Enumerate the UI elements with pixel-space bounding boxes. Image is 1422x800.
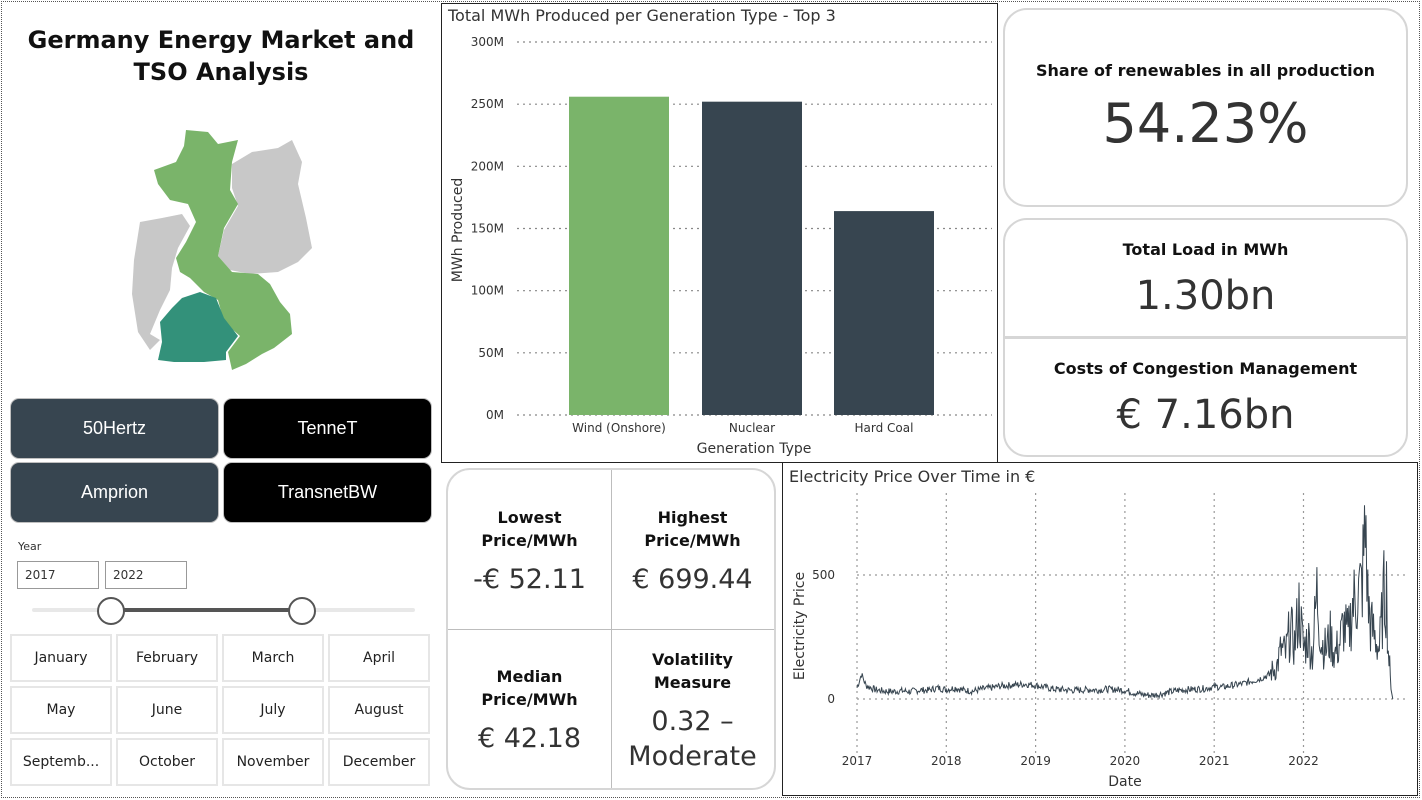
year-start-input[interactable]: 2017 [17,561,99,589]
tso-button-50hertz[interactable]: 50Hertz [10,398,219,459]
bar-y-tick-label: 300M [471,35,504,49]
bar-chart-title: Total MWh Produced per Generation Type -… [448,6,836,25]
price-stats-card: Lowest Price/MWh -€ 52.11 Highest Price/… [446,468,776,790]
line-y-tick-label: 500 [812,568,835,582]
lowest-price-value: -€ 52.11 [473,564,586,595]
total-load-kpi-card: Total Load in MWh 1.30bn [1003,218,1408,338]
tso-button-transnetbw[interactable]: TransnetBW [223,462,432,523]
renewables-kpi-value: 54.23% [1102,92,1309,155]
month-button-6[interactable]: June [116,686,218,734]
bar-chart-plot: 0M 50M 100M 150M 200M 250M 300M Wind (Onshore) N… [450,35,992,457]
line-chart-title: Electricity Price Over Time in € [789,467,1036,486]
volatility-value: 0.32 – Moderate [628,706,757,772]
month-button-4[interactable]: April [328,634,430,682]
line-x-tick-label: 2019 [1020,754,1051,768]
month-button-1[interactable]: January [10,634,112,682]
bar-1 [569,96,669,415]
bar-x-tick-label: Nuclear [729,421,775,435]
year-end-input[interactable]: 2022 [105,561,187,589]
bar-y-tick-label: 150M [471,222,504,236]
year-filter-label: Year [18,540,42,553]
map-region-amprion[interactable] [132,214,190,350]
median-price-value: € 42.18 [477,723,582,754]
bar-x-tick-label: Wind (Onshore) [572,421,666,435]
year-slider-start-handle[interactable] [97,597,125,625]
highest-price-label: Highest Price/MWh [644,508,741,550]
lowest-price-stat: Lowest Price/MWh -€ 52.11 [453,506,606,597]
month-button-7[interactable]: July [222,686,324,734]
map-region-transnetbw[interactable] [158,292,238,362]
line-chart-plot: 2017 2018 2019 2020 2021 2022 0 500 Date Electric… [792,493,1408,790]
highest-price-stat: Highest Price/MWh € 699.44 [616,506,769,597]
month-button-9[interactable]: Septemb... [10,738,112,786]
month-button-3[interactable]: March [222,634,324,682]
month-button-11[interactable]: November [222,738,324,786]
map-region-50hertz[interactable] [218,140,312,274]
total-load-kpi-value: 1.30bn [1135,273,1276,319]
bar-3 [834,211,934,415]
stats-divider-horizontal [448,629,774,630]
price-series-line [856,505,1394,700]
year-slider-range [111,608,302,612]
line-x-tick-label: 2020 [1110,754,1141,768]
germany-tso-map[interactable] [120,122,330,374]
dashboard-title: Germany Energy Market and TSO Analysis [27,26,415,86]
median-price-label: Median Price/MWh [481,667,578,709]
tso-button-tennet[interactable]: TenneT [223,398,432,459]
line-x-tick-label: 2022 [1288,754,1319,768]
lowest-price-label: Lowest Price/MWh [481,508,578,550]
month-button-10[interactable]: October [116,738,218,786]
line-x-tick-label: 2018 [931,754,962,768]
bar-y-tick-label: 50M [478,346,504,360]
bar-x-axis-label: Generation Type [697,441,812,457]
highest-price-value: € 699.44 [632,564,753,595]
month-button-5[interactable]: May [10,686,112,734]
bar-x-tick-label: Hard Coal [855,421,914,435]
generation-bar-chart-card: Total MWh Produced per Generation Type -… [441,3,998,463]
bar-y-tick-label: 100M [471,284,504,298]
bar-y-tick-label: 0M [486,408,504,422]
volatility-label: Volatility Measure [652,650,733,692]
median-price-stat: Median Price/MWh € 42.18 [453,665,606,756]
line-x-axis-label: Date [1108,774,1141,790]
bar-2 [702,101,802,416]
volatility-stat: Volatility Measure 0.32 – Moderate [616,648,769,774]
month-button-8[interactable]: August [328,686,430,734]
line-x-tick-label: 2017 [842,754,873,768]
total-load-kpi-label: Total Load in MWh [1122,240,1289,259]
bar-y-tick-label: 250M [471,97,504,111]
renewables-kpi-label: Share of renewables in all production [1036,61,1375,80]
month-button-12[interactable]: December [328,738,430,786]
congestion-kpi-label: Costs of Congestion Management [1053,359,1358,378]
month-button-2[interactable]: February [116,634,218,682]
line-x-tick-label: 2021 [1199,754,1230,768]
year-slider-end-handle[interactable] [288,597,316,625]
tso-button-amprion[interactable]: Amprion [10,462,219,523]
congestion-kpi-value: € 7.16bn [1116,392,1295,438]
line-y-tick-label: 0 [827,692,835,706]
renewables-kpi-card: Share of renewables in all production 54… [1003,8,1408,207]
bar-y-tick-label: 200M [471,159,504,173]
line-y-axis-label: Electricity Price [792,572,808,680]
map-region-tennet[interactable] [154,130,292,370]
price-line-chart-card: Electricity Price Over Time in € 2017 201… [782,462,1418,796]
bar-y-axis-label: MWh Produced [450,178,466,282]
congestion-kpi-card: Costs of Congestion Management € 7.16bn [1003,337,1408,457]
